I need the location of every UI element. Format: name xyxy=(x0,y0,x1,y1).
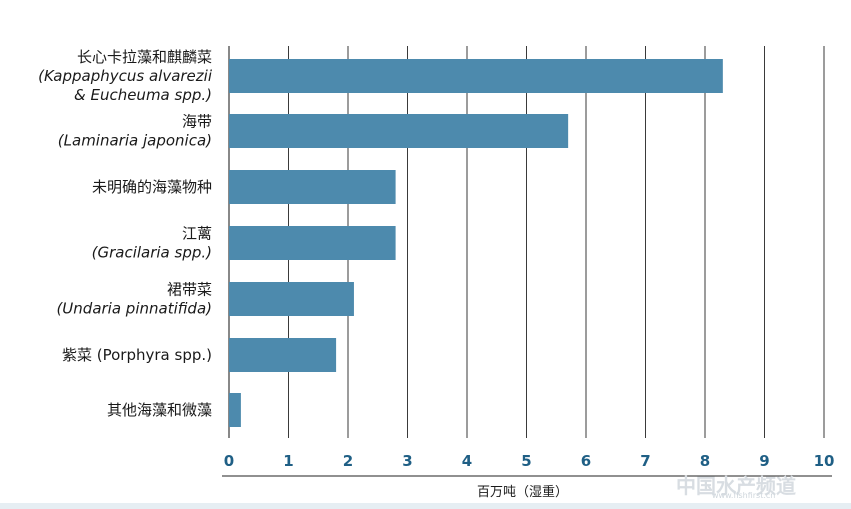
category-label: 海带 xyxy=(182,113,212,131)
category-labels: 长心卡拉藻和麒麟菜(Kappaphycus alvarezii& Eucheum… xyxy=(38,48,213,419)
category-label: 其他海藻和微藻 xyxy=(107,401,212,419)
watermark: 中国水产频道 www.fishfirst.cn xyxy=(676,474,796,500)
gridlines xyxy=(228,46,825,438)
category-label: 裙带菜 xyxy=(167,281,212,299)
bar xyxy=(229,393,241,427)
x-tick-label: 7 xyxy=(640,452,650,470)
category-label: (Gracilaria spp.) xyxy=(92,244,212,262)
bar xyxy=(229,226,396,260)
x-tick-label: 8 xyxy=(700,452,710,470)
bar xyxy=(229,59,723,93)
bar xyxy=(229,114,569,148)
x-tick-label: 2 xyxy=(343,452,353,470)
bar xyxy=(229,338,337,372)
category-label: 江蓠 xyxy=(182,225,212,243)
category-label: (Undaria pinnatifida) xyxy=(56,300,212,318)
x-tick-label: 3 xyxy=(402,452,412,470)
bar xyxy=(229,170,396,204)
x-tick-labels: 0 1 2 3 4 5 6 7 8 9 10 xyxy=(224,452,835,470)
x-tick-label: 10 xyxy=(814,452,835,470)
watermark-text: 中国水产频道 xyxy=(676,474,796,498)
category-label: 长心卡拉藻和麒麟菜 xyxy=(77,48,212,66)
category-label: 紫菜 (Porphyra spp.) xyxy=(62,346,212,364)
bar xyxy=(229,282,354,316)
category-label: & Eucheuma spp.) xyxy=(74,86,212,104)
x-axis-label: 百万吨（湿重） xyxy=(477,484,568,500)
bars xyxy=(229,59,723,427)
bottom-strip xyxy=(0,503,851,509)
x-tick-label: 4 xyxy=(462,452,472,470)
x-tick-label: 6 xyxy=(581,452,591,470)
category-label: 未明确的海藻物种 xyxy=(92,178,212,196)
category-label: (Laminaria japonica) xyxy=(58,132,212,150)
x-tick-label: 5 xyxy=(521,452,531,470)
x-tick-label: 9 xyxy=(759,452,769,470)
category-label: (Kappaphycus alvarezii xyxy=(38,67,213,85)
x-tick-label: 0 xyxy=(224,452,234,470)
watermark-subtext: www.fishfirst.cn xyxy=(712,491,775,500)
x-tick-label: 1 xyxy=(283,452,293,470)
